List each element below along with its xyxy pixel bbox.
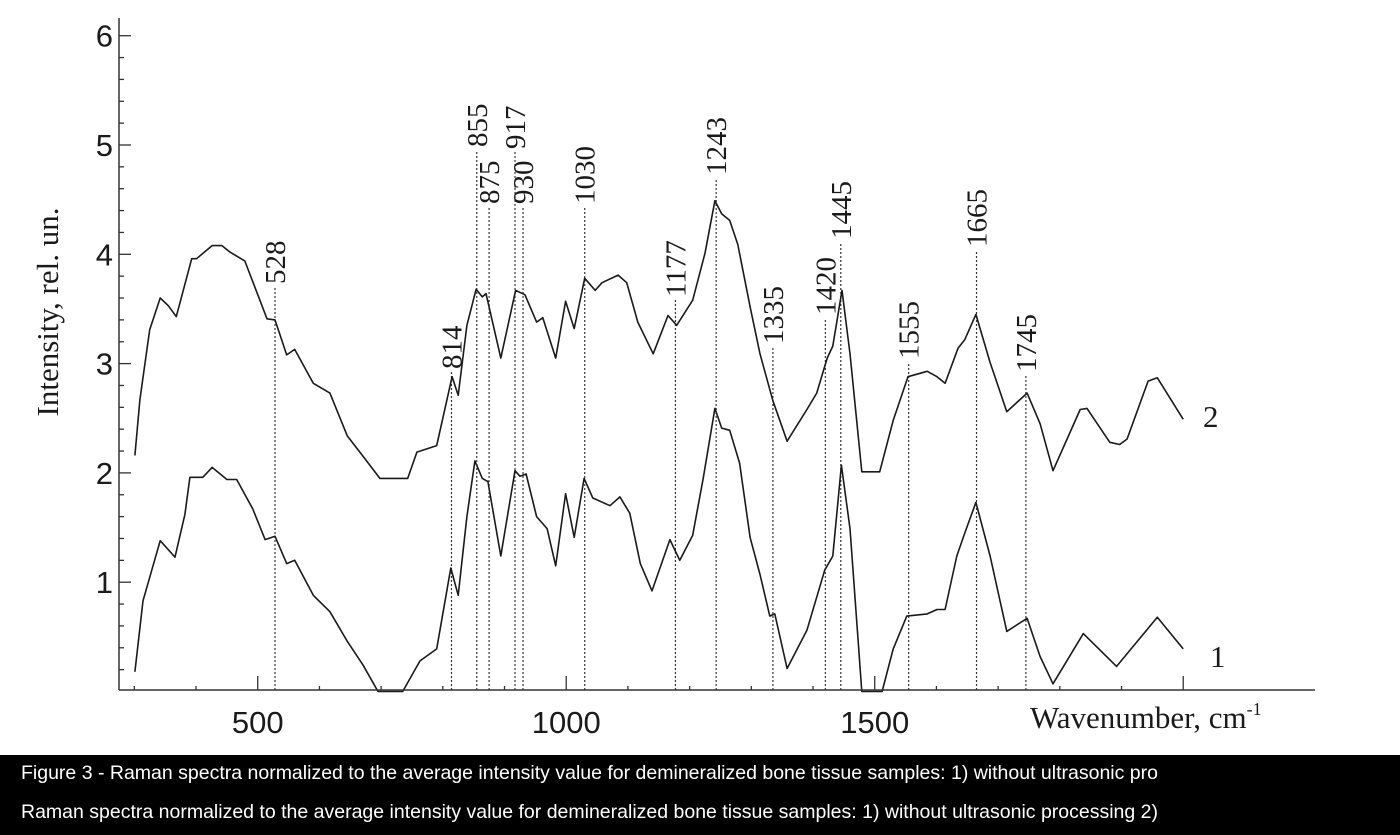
spectrum-line-2 xyxy=(134,199,1184,480)
series-lines xyxy=(134,199,1184,693)
y-tick-label: 1 xyxy=(96,565,113,600)
caption-line-1: Figure 3 - Raman spectra normalized to t… xyxy=(21,762,1158,784)
ticks: 500 1000 1500 1 2 3 4 5 6 xyxy=(96,19,1184,740)
peak-marker-label: 917 xyxy=(500,106,532,150)
peak-marker-label: 1420 xyxy=(810,257,842,315)
y-axis-label: Intensity, rel. un. xyxy=(30,208,65,417)
peak-marker-label: 1745 xyxy=(1011,314,1043,372)
peak-marker-label: 528 xyxy=(260,241,292,285)
spectrum-line-1 xyxy=(134,407,1184,693)
peak-marker-label: 855 xyxy=(462,104,494,148)
x-tick-label: 1000 xyxy=(532,705,601,740)
peak-marker-label: 1030 xyxy=(570,146,602,204)
peak-marker-label: 1243 xyxy=(701,117,733,175)
x-axis-label-text: Wavenumber, cm xyxy=(1030,700,1247,735)
peak-marker-label: 1445 xyxy=(826,181,858,239)
axes xyxy=(118,18,1315,691)
peak-marker-label: 1335 xyxy=(758,286,790,344)
peak-marker-label: 875 xyxy=(474,161,506,205)
series-label-1: 1 xyxy=(1210,639,1226,674)
y-tick-label: 3 xyxy=(96,347,113,382)
x-tick-label: 500 xyxy=(232,705,284,740)
peak-marker-label: 1665 xyxy=(962,189,994,247)
y-tick-label: 6 xyxy=(96,19,113,54)
y-tick-label: 5 xyxy=(96,128,113,163)
peak-marker-label: 1555 xyxy=(894,301,926,359)
y-tick-label: 4 xyxy=(96,237,113,272)
peak-marker-label: 1177 xyxy=(660,240,692,297)
series-label-2: 2 xyxy=(1203,399,1219,434)
peak-marker-label: 930 xyxy=(508,161,540,205)
y-tick-label: 2 xyxy=(96,456,113,491)
caption-line-2: Raman spectra normalized to the average … xyxy=(21,801,1158,823)
figure-caption: Figure 3 - Raman spectra normalized to t… xyxy=(0,755,1400,835)
x-axis-label: Wavenumber, cm-1 xyxy=(1030,699,1262,735)
x-axis-label-superscript: -1 xyxy=(1247,699,1262,719)
x-tick-label: 1500 xyxy=(840,705,909,740)
